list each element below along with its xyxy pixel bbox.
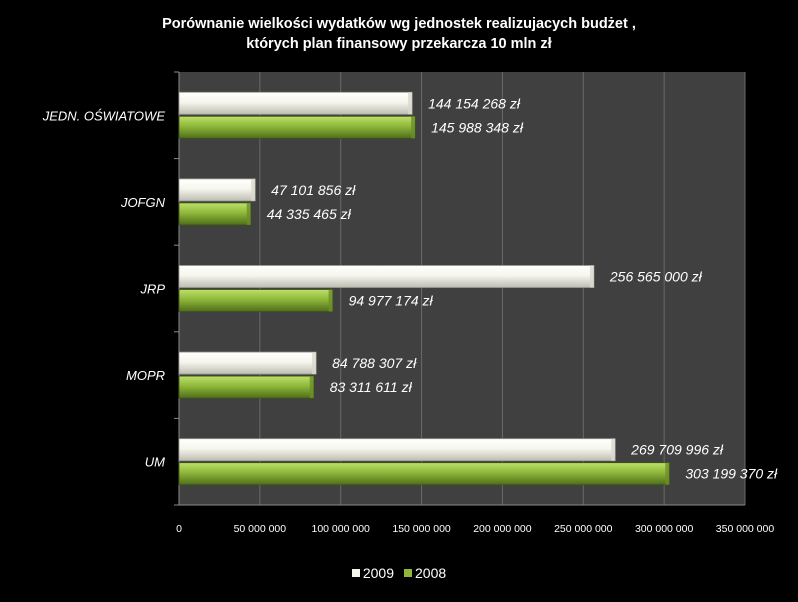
bar-2008-0	[178, 115, 416, 139]
bar-edge-2009-0	[408, 92, 413, 115]
bar-2008-2	[178, 289, 333, 312]
bar-2008-1	[178, 202, 252, 226]
bar-edge-2008-1	[246, 202, 251, 225]
bar-2009-1	[178, 178, 256, 202]
legend-label-2008: 2008	[415, 565, 447, 581]
bar-2009-0	[178, 91, 413, 115]
bar-edge-2008-2	[328, 289, 333, 312]
legend: 2009 2008	[0, 565, 798, 581]
data-label-2008-3: 83 311 611 zł	[330, 379, 413, 395]
bar-edge-2008-0	[411, 116, 416, 139]
data-label-2009-1: 47 101 856 zł	[271, 182, 356, 198]
bar-2009-4	[178, 438, 616, 462]
plot-area	[179, 72, 745, 505]
category-label-1: JOFGN	[120, 195, 166, 210]
legend-label-2009: 2009	[362, 565, 394, 581]
chart-title-line-1: Porównanie wielkości wydatków wg jednost…	[162, 16, 636, 32]
legend-swatch-2008	[404, 569, 412, 577]
data-label-2008-2: 94 977 174 zł	[349, 293, 434, 309]
chart-title-line-2: których plan finansowy przekarcza 10 mln…	[246, 36, 552, 52]
x-tick-label-6: 300 000 000	[635, 523, 694, 535]
legend-item-2009: 2009	[351, 565, 394, 581]
bar-2008-3	[178, 375, 315, 399]
legend-swatch-2009	[351, 569, 360, 577]
data-label-2009-4: 269 709 996 zł	[630, 442, 724, 458]
bar-2008-4	[178, 462, 670, 486]
bar-2009-3	[178, 351, 317, 375]
x-tick-label-2: 100 000 000	[312, 523, 371, 535]
data-label-2008-4: 303 199 370 zł	[685, 466, 778, 482]
category-label-3: MOPR	[126, 368, 165, 383]
category-label-2: JRP	[139, 282, 165, 297]
bar-edge-2008-4	[665, 462, 670, 485]
bar-edge-2009-1	[251, 178, 256, 201]
chart-title: Porównanie wielkości wydatków wg jednost…	[0, 14, 798, 54]
bar-edge-2008-3	[309, 376, 314, 399]
data-label-2009-3: 84 788 307 zł	[332, 355, 417, 371]
legend-item-2008: 2008	[404, 565, 446, 581]
data-label-2008-0: 145 988 348 zł	[431, 119, 524, 135]
data-label-2009-0: 144 154 268 zł	[428, 95, 521, 111]
category-label-0: JEDN. OŚWIATOWE	[42, 108, 166, 123]
x-tick-label-3: 150 000 000	[392, 523, 451, 535]
x-tick-label-4: 200 000 000	[473, 523, 532, 535]
bar-edge-2009-2	[589, 265, 594, 288]
x-tick-label-5: 250 000 000	[554, 523, 613, 535]
bar-edge-2009-3	[312, 352, 317, 375]
category-label-4: UM	[145, 455, 165, 470]
x-tick-label-0: 0	[176, 523, 182, 535]
bar-2009-2	[178, 265, 595, 288]
bar-edge-2009-4	[611, 438, 616, 461]
data-label-2008-1: 44 335 465 zł	[267, 206, 352, 222]
data-label-2009-2: 256 565 000 zł	[609, 269, 703, 285]
x-tick-label-7: 350 000 000	[716, 523, 775, 535]
x-tick-label-1: 50 000 000	[234, 523, 287, 535]
